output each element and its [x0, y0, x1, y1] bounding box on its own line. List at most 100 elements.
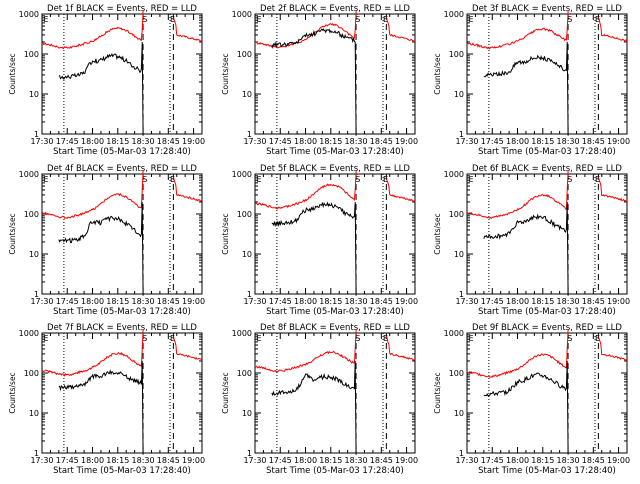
end-marker-label: E — [43, 175, 48, 184]
x-tick-label: 18:00 — [81, 456, 104, 465]
y-axis-label: Counts/sec — [221, 213, 230, 254]
start-marker-label: S — [567, 334, 572, 343]
x-tick-label: 17:45 — [481, 137, 504, 146]
lld-series-line — [385, 17, 416, 42]
lld-series-line — [42, 10, 144, 50]
y-axis-label: Counts/sec — [433, 53, 442, 94]
end-marker-label: E — [383, 175, 388, 184]
x-axis-label: Start Time (05-Mar-03 17:28:40) — [478, 307, 616, 317]
x-axis-label: Start Time (05-Mar-03 17:28:40) — [478, 147, 616, 157]
detector-panel-6: Det 6f BLACK = Events, RED = LLD 1 10 100 10… — [433, 164, 630, 317]
y-tick-label: 100 — [449, 369, 464, 378]
x-tick-label: 19:00 — [395, 297, 418, 306]
y-tick-label: 1000 — [19, 329, 39, 338]
start-marker-label: S — [567, 175, 572, 184]
start-marker-label: S — [567, 15, 572, 24]
x-axis-label: Start Time (05-Mar-03 17:28:40) — [266, 307, 404, 317]
plot-frame — [41, 173, 203, 295]
x-tick-label: 17:30 — [30, 456, 53, 465]
panel-title: Det 1f BLACK = Events, RED = LLD — [47, 4, 197, 14]
x-tick-label: 17:45 — [56, 297, 79, 306]
panel-title: Det 6f BLACK = Events, RED = LLD — [472, 164, 622, 174]
y-tick-label: 100 — [237, 210, 252, 219]
lld-series-line — [385, 178, 416, 203]
end-marker-label: E — [468, 175, 473, 184]
y-tick-label: 1 — [459, 130, 464, 139]
x-tick-label: 18:45 — [370, 456, 393, 465]
y-tick-label: 10 — [29, 90, 39, 99]
detector-panel-3: Det 3f BLACK = Events, RED = LLD 1 10 100 10… — [433, 4, 630, 157]
y-tick-label: 100 — [237, 369, 252, 378]
x-tick-label: 17:30 — [30, 137, 53, 146]
x-tick-label: 18:00 — [81, 297, 104, 306]
y-axis-label: Counts/sec — [8, 53, 17, 94]
events-series-line — [483, 41, 569, 136]
x-tick-label: 18:45 — [582, 456, 605, 465]
lld-series-line — [597, 17, 628, 43]
x-tick-label: 18:45 — [370, 137, 393, 146]
lld-series-line — [254, 170, 357, 210]
x-tick-label: 19:00 — [182, 137, 205, 146]
x-tick-label: 18:45 — [582, 137, 605, 146]
detector-panel-9: Det 9f BLACK = Events, RED = LLD 1 10 100 10… — [433, 323, 630, 476]
end-marker-label: E — [170, 334, 175, 343]
end-marker-label: E — [256, 175, 261, 184]
start-marker-label: S — [142, 334, 147, 343]
x-tick-label: 17:30 — [455, 297, 478, 306]
panel-title: Det 4f BLACK = Events, RED = LLD — [47, 164, 197, 174]
x-tick-label: 19:00 — [607, 456, 630, 465]
x-tick-label: 18:45 — [370, 297, 393, 306]
x-tick-label: 19:00 — [607, 297, 630, 306]
x-tick-label: 17:45 — [481, 297, 504, 306]
detector-panel-5: Det 5f BLACK = Events, RED = LLD 1 10 100 10… — [221, 164, 418, 317]
y-tick-label: 1000 — [19, 10, 39, 19]
x-tick-label: 18:15 — [106, 456, 129, 465]
events-series-line — [58, 41, 144, 136]
y-tick-label: 10 — [29, 409, 39, 418]
x-tick-label: 18:00 — [506, 137, 529, 146]
x-tick-label: 19:00 — [182, 456, 205, 465]
x-tick-label: 18:15 — [531, 456, 554, 465]
y-tick-label: 1 — [34, 290, 39, 299]
end-marker-label: E — [595, 15, 600, 24]
y-tick-label: 100 — [24, 50, 39, 59]
plot-frame — [466, 173, 628, 295]
x-tick-label: 17:30 — [30, 297, 53, 306]
detector-panel-8: Det 8f BLACK = Events, RED = LLD 1 10 100 10… — [221, 323, 418, 476]
y-tick-label: 100 — [24, 369, 39, 378]
lld-series-line — [254, 10, 357, 49]
y-tick-label: 10 — [454, 250, 464, 259]
end-marker-label: E — [468, 15, 473, 24]
y-tick-label: 1 — [247, 130, 252, 139]
y-tick-label: 1000 — [444, 329, 464, 338]
detector-panel-1: Det 1f BLACK = Events, RED = LLD 1 10 100 10… — [8, 4, 205, 157]
y-axis-label: Counts/sec — [433, 372, 442, 413]
end-marker-label: E — [256, 15, 261, 24]
y-tick-label: 1000 — [444, 170, 464, 179]
y-tick-label: 1000 — [232, 10, 252, 19]
y-axis-label: Counts/sec — [433, 213, 442, 254]
x-tick-label: 18:00 — [506, 297, 529, 306]
end-marker-label: E — [383, 334, 388, 343]
detector-panel-2: Det 2f BLACK = Events, RED = LLD 1 10 100 10… — [221, 4, 418, 157]
x-tick-label: 17:30 — [243, 137, 266, 146]
x-tick-label: 18:30 — [345, 297, 368, 306]
y-tick-label: 10 — [29, 250, 39, 259]
x-tick-label: 18:45 — [157, 456, 180, 465]
lld-series-line — [466, 170, 569, 220]
x-tick-label: 17:45 — [56, 137, 79, 146]
x-tick-label: 18:30 — [132, 456, 155, 465]
y-tick-label: 1000 — [232, 329, 252, 338]
end-marker-label: E — [256, 334, 261, 343]
start-marker-label: S — [355, 15, 360, 24]
events-series-line — [271, 201, 357, 296]
x-tick-label: 18:00 — [294, 456, 317, 465]
detector-panel-4: Det 4f BLACK = Events, RED = LLD 1 10 100 10… — [8, 164, 205, 317]
start-marker-label: S — [142, 15, 147, 24]
y-tick-label: 10 — [242, 90, 252, 99]
plot-frame — [254, 173, 416, 295]
x-tick-label: 18:30 — [345, 137, 368, 146]
x-tick-label: 18:30 — [132, 297, 155, 306]
x-tick-label: 18:45 — [157, 137, 180, 146]
x-tick-label: 18:15 — [531, 137, 554, 146]
